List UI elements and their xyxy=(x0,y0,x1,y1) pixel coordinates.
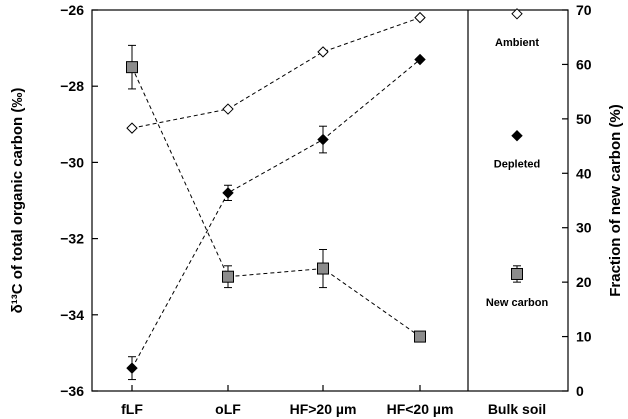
data-point xyxy=(126,61,138,74)
right-axis-tick-label: 20 xyxy=(576,274,592,290)
data-point xyxy=(126,122,138,134)
right-axis-tick-label: 40 xyxy=(576,165,592,181)
right-axis-tick-label: 50 xyxy=(576,111,592,127)
data-point xyxy=(317,262,329,275)
right-axis-tick-label: 10 xyxy=(576,329,592,345)
data-point xyxy=(414,330,426,343)
data-point xyxy=(126,362,138,374)
data-point xyxy=(222,103,234,115)
x-axis-tick-label: HF>20 µm xyxy=(290,401,357,417)
data-point xyxy=(414,11,426,24)
left-axis-title: δ¹³C of total organic carbon (‰) xyxy=(9,88,26,314)
left-axis-tick-label: −28 xyxy=(60,78,84,94)
data-point xyxy=(317,133,329,146)
data-point xyxy=(414,53,426,66)
series-label: Ambient xyxy=(495,37,539,49)
left-axis-tick-label: −32 xyxy=(60,231,84,247)
right-axis-tick-label: 70 xyxy=(576,2,592,18)
right-axis-title: Fraction of new carbon (%) xyxy=(607,104,624,297)
bulk-soil-label: Bulk soil xyxy=(488,401,546,417)
series-line-1 xyxy=(131,59,421,369)
data-point xyxy=(317,46,329,58)
left-axis-tick-label: −30 xyxy=(60,154,84,170)
series-label: New carbon xyxy=(486,297,549,309)
x-axis-tick-label: HF<20 µm xyxy=(387,401,454,417)
data-point xyxy=(222,187,234,199)
x-axis-tick-label: fLF xyxy=(121,401,143,417)
left-axis-tick-label: −26 xyxy=(60,2,84,18)
bulk-soil-point xyxy=(511,267,523,280)
series-line-0 xyxy=(131,17,421,129)
data-point xyxy=(222,270,234,283)
series-line-2 xyxy=(131,66,421,337)
bulk-soil-point xyxy=(511,8,523,20)
left-axis-tick-label: −34 xyxy=(60,307,84,323)
left-axis-tick-label: −36 xyxy=(60,383,84,399)
plot-frame xyxy=(91,9,569,392)
series-label: Depleted xyxy=(494,159,540,171)
right-axis-tick-label: 0 xyxy=(576,383,584,399)
right-axis-tick-label: 60 xyxy=(576,56,592,72)
x-axis-tick-label: oLF xyxy=(215,401,241,417)
bulk-soil-point xyxy=(511,130,523,142)
right-axis-tick-label: 30 xyxy=(576,220,592,236)
